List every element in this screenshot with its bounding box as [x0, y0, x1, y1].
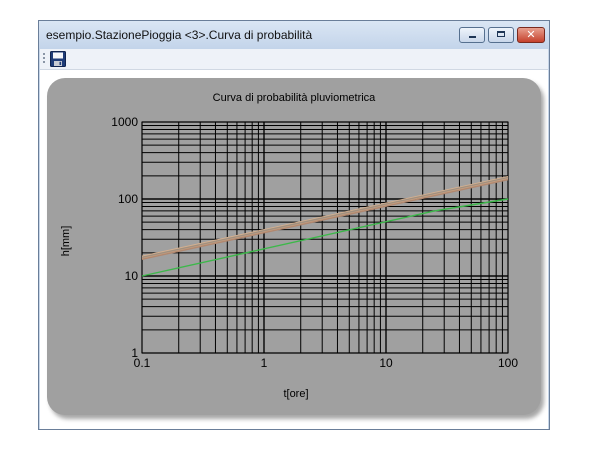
- series-line-6: [434, 198, 509, 212]
- y-axis-label: h[mm]: [60, 226, 72, 257]
- chart: Curva di probabilità pluviometrica 0.1 1 1…: [60, 92, 518, 400]
- y-tick-label: 100: [118, 192, 138, 206]
- minimize-button[interactable]: [459, 27, 485, 43]
- x-tick-label: 1: [261, 356, 268, 370]
- series-line-4: [141, 176, 509, 258]
- toolbar: [40, 49, 548, 70]
- plot-area: [141, 121, 509, 354]
- x-tick-label: 100: [498, 356, 518, 370]
- grid: [141, 121, 509, 354]
- toolbar-grip[interactable]: [43, 53, 45, 65]
- save-button[interactable]: [49, 50, 67, 68]
- floppy-disk-icon: [50, 51, 66, 67]
- application-window: esempio.StazionePioggia <3>.Curva di pro…: [38, 20, 550, 430]
- window-title: esempio.StazionePioggia <3>.Curva di pro…: [46, 28, 313, 42]
- close-icon: ✕: [526, 28, 536, 41]
- y-tick-label: 10: [125, 269, 139, 283]
- chart-panel: Curva di probabilità pluviometrica 0.1 1 1…: [47, 78, 541, 415]
- x-tick-label: 10: [379, 356, 393, 370]
- minimize-icon: [469, 36, 476, 38]
- y-tick-label: 1000: [111, 115, 138, 129]
- series-line-1: [141, 177, 509, 259]
- x-tick-label: 0.1: [134, 356, 151, 370]
- x-axis-label: t[ore]: [283, 388, 308, 400]
- series-line-2: [141, 176, 509, 257]
- series-line-3: [141, 179, 509, 260]
- close-button[interactable]: ✕: [517, 27, 545, 43]
- client-area: Curva di probabilità pluviometrica 0.1 1 1…: [40, 70, 548, 429]
- series-group: [141, 176, 509, 277]
- title-bar[interactable]: esempio.StazionePioggia <3>.Curva di pro…: [39, 21, 549, 49]
- chart-title: Curva di probabilità pluviometrica: [213, 92, 377, 104]
- y-tick-label: 1: [131, 346, 138, 360]
- series-line-5: [141, 210, 435, 277]
- maximize-icon: [497, 31, 505, 37]
- maximize-button[interactable]: [488, 27, 514, 43]
